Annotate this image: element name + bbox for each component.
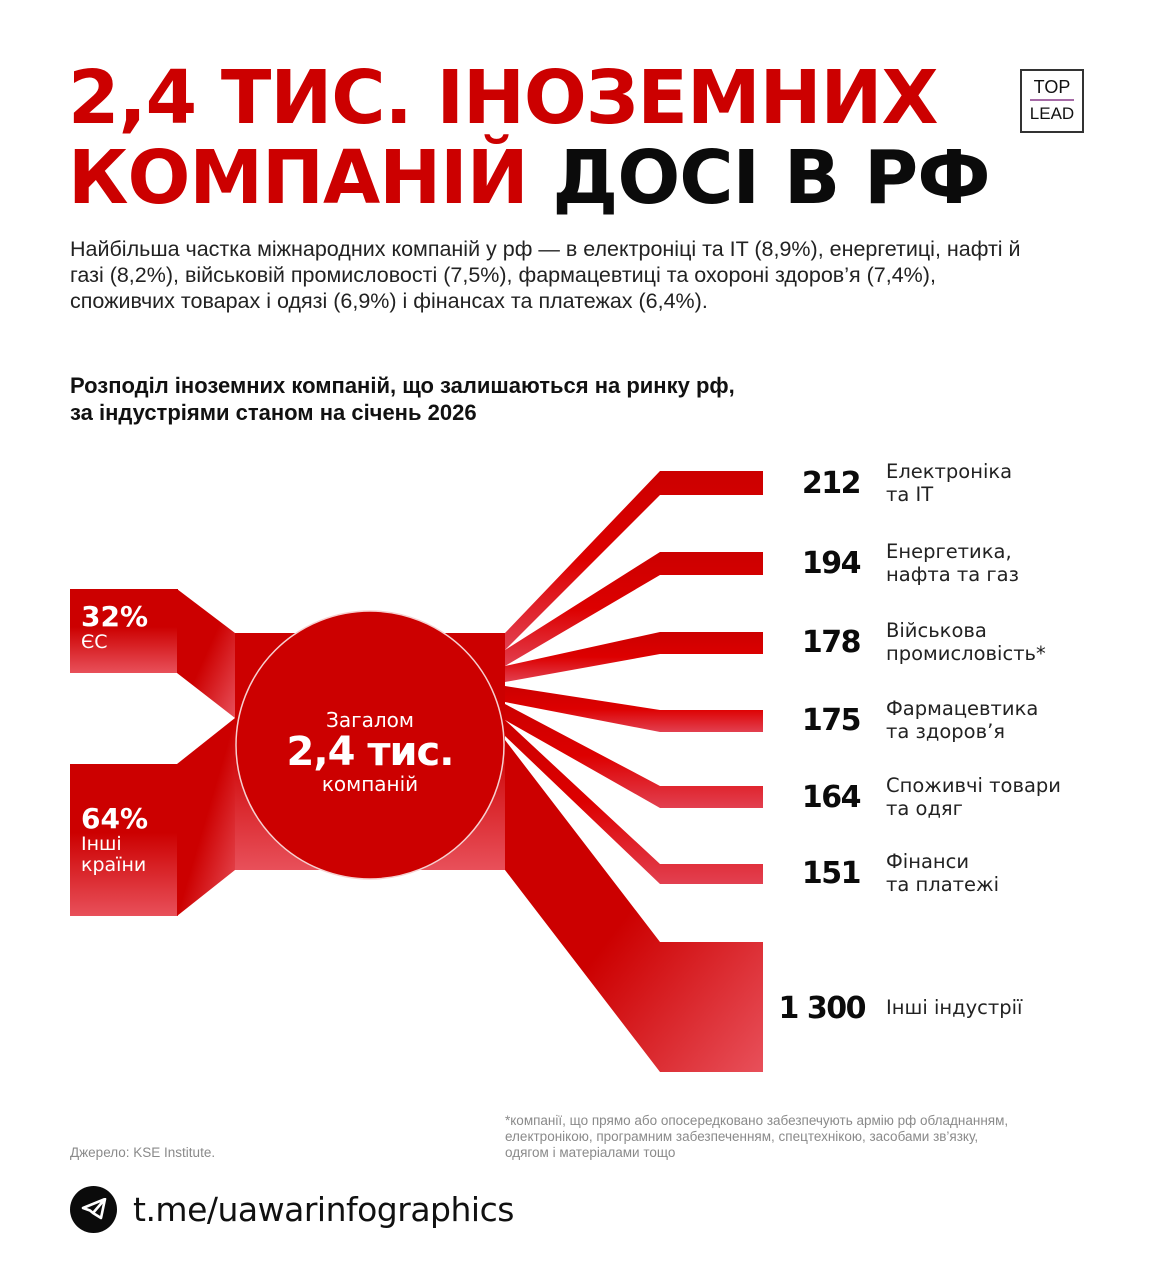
industry-value: 178 xyxy=(801,625,862,660)
source-note: Джерело: KSE Institute. xyxy=(70,1145,216,1160)
source-eu-name: ЄС xyxy=(81,631,108,653)
industry-value: 175 xyxy=(801,703,862,738)
title-red-line2: компаній xyxy=(68,135,529,221)
title-red-line1: 2,4 тис. іноземних xyxy=(68,55,938,141)
logo-divider xyxy=(1030,99,1074,101)
total-unit: компаній xyxy=(321,772,419,796)
telegram-link-text[interactable]: t.me/uawarinfographics xyxy=(133,1189,514,1229)
total-caption: Загалом xyxy=(326,708,414,732)
telegram-link[interactable]: t.me/uawarinfographics xyxy=(70,1185,514,1233)
chart-subtitle-line2: за індустріями станом на січень 2026 xyxy=(70,400,477,425)
industry-row: 194 Енергетика, нафта та газ xyxy=(770,540,1130,600)
logo-top-text: TOP xyxy=(1033,77,1071,97)
total-label: Загалом 2,4 тис. компаній xyxy=(235,708,505,796)
industry-value: 212 xyxy=(801,466,862,501)
industry-label: Фармацевтика та здоров’я xyxy=(886,697,1039,743)
industry-label: Фінанси та платежі xyxy=(886,850,1000,896)
logo-bottom-text: LEAD xyxy=(1029,104,1075,123)
industry-row: 178 Військова промисловість* xyxy=(770,619,1130,679)
industry-label: Військова промисловість* xyxy=(886,619,1046,665)
top-lead-logo: TOP LEAD xyxy=(1020,69,1084,133)
chart-subtitle-line1: Розподіл іноземних компаній, що залишают… xyxy=(70,373,735,398)
industry-row: 175 Фармацевтика та здоров’я xyxy=(770,697,1130,757)
industry-row: 1 300 Інші індустрії xyxy=(770,985,1130,1045)
source-other-name-line1: Інші xyxy=(81,833,122,855)
industry-value: 151 xyxy=(801,856,862,891)
industry-label: Енергетика, нафта та газ xyxy=(886,540,1019,586)
flow-targets xyxy=(505,471,763,1072)
industry-row: 151 Фінанси та платежі xyxy=(770,850,1130,910)
source-other-percent: 64% xyxy=(81,802,149,835)
industry-row: 164 Споживчі товари та одяг xyxy=(770,774,1130,834)
industry-value: 1 300 xyxy=(778,991,867,1026)
industry-label: Споживчі товари та одяг xyxy=(886,774,1061,820)
source-label-other: 64% Інші країни xyxy=(81,804,148,876)
page-title: 2,4 тис. іноземних компаній досі в рф xyxy=(68,55,991,221)
source-other-name-line2: країни xyxy=(81,854,147,876)
source-eu-percent: 32% xyxy=(81,600,149,633)
footnote: *компанії, що прямо або опосередковано з… xyxy=(505,1113,1009,1160)
intro-paragraph: Найбільша частка міжнародних компаній у … xyxy=(70,237,1021,313)
source-label-eu: 32% ЄС xyxy=(81,602,148,653)
total-circle xyxy=(235,610,505,880)
title-black: досі в рф xyxy=(552,135,990,221)
industry-value: 194 xyxy=(801,546,862,581)
industry-label: Інші індустрії xyxy=(886,996,1023,1019)
telegram-icon xyxy=(70,1185,117,1233)
industry-label: Електроніка та IT xyxy=(886,460,1013,506)
total-value: 2,4 тис. xyxy=(286,729,455,775)
chart-subtitle: Розподіл іноземних компаній, що залишают… xyxy=(70,372,1030,426)
industry-row: 212 Електроніка та IT xyxy=(770,460,1130,520)
flow-source-eu xyxy=(70,589,235,718)
industry-value: 164 xyxy=(801,780,862,815)
flow-source-other xyxy=(70,718,235,916)
